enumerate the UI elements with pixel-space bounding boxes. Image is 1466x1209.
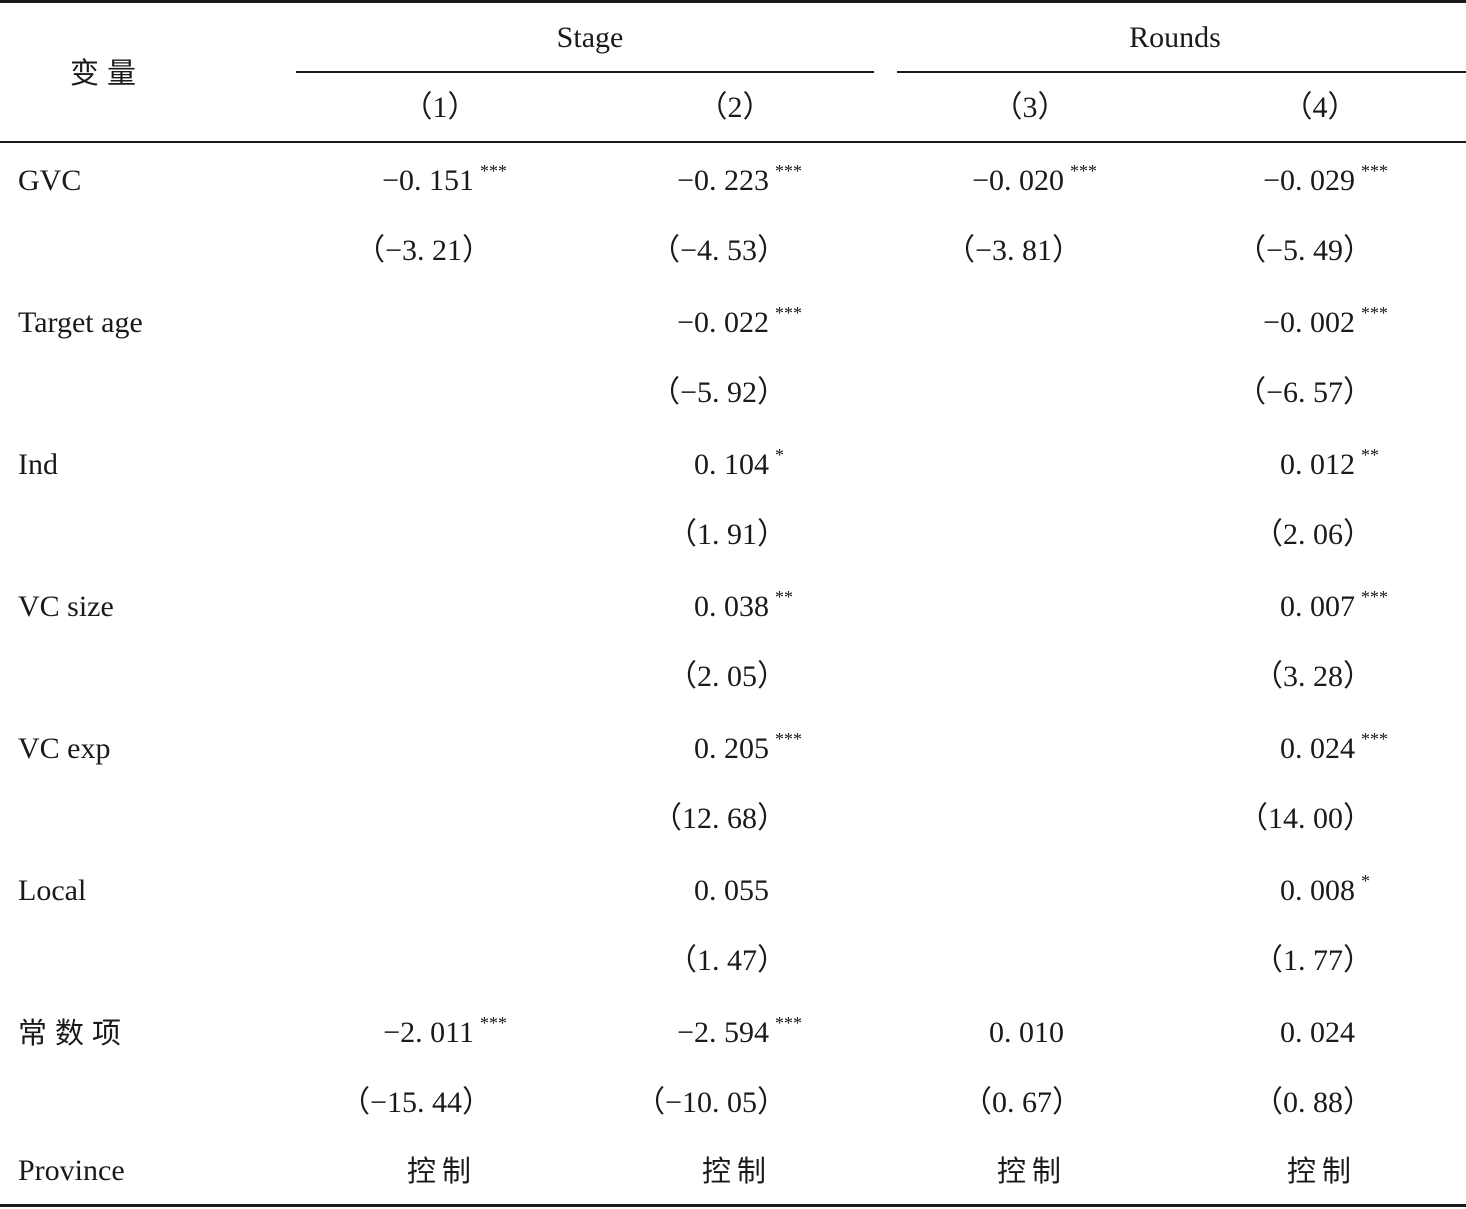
t-stat-cell: （3. 28） — [1253, 660, 1373, 693]
significance-stars: *** — [480, 161, 507, 181]
group-header-rounds: Rounds — [1129, 21, 1221, 54]
t-stat-cell: （−5. 49） — [1236, 234, 1373, 267]
row-label: 常数项 — [18, 1016, 130, 1050]
row-label: VC size — [18, 590, 114, 623]
column-header-3: （3） — [992, 91, 1068, 124]
coefficient-value: 0. 007 — [1280, 590, 1355, 623]
significance-stars: *** — [775, 161, 802, 181]
significance-stars: * — [775, 445, 784, 465]
coefficient-cell: −0. 223 *** — [677, 161, 802, 199]
stage-group-rule — [296, 71, 874, 73]
significance-stars: *** — [1070, 161, 1097, 181]
coefficient-cell: −0. 020 *** — [972, 161, 1097, 199]
t-stat-cell: （1. 47） — [667, 944, 787, 977]
row-label: GVC — [18, 164, 82, 197]
coefficient-value: 0. 010 — [989, 1016, 1064, 1049]
coefficient-cell: 0. 024 — [1280, 1015, 1355, 1051]
t-stat-cell: （−10. 05） — [635, 1086, 787, 1119]
coefficient-value: 0. 008 — [1280, 874, 1355, 907]
significance-stars: * — [1361, 871, 1370, 891]
top-rule — [0, 0, 1466, 3]
coefficient-value: 0. 104 — [694, 448, 769, 481]
coefficient-value: −0. 223 — [677, 164, 769, 197]
province-control-cell: 控制 — [1286, 1154, 1357, 1188]
coefficient-cell: −0. 022 *** — [677, 303, 802, 341]
t-stat-cell: （−3. 21） — [355, 234, 492, 267]
coefficient-value: 0. 205 — [694, 732, 769, 765]
province-control-cell: 控制 — [701, 1154, 772, 1188]
column-header-2: （2） — [697, 91, 773, 124]
coefficient-cell: 0. 010 — [989, 1015, 1064, 1051]
t-stat-cell: （2. 06） — [1253, 518, 1373, 551]
significance-stars: *** — [1361, 587, 1388, 607]
significance-stars: *** — [1361, 161, 1388, 181]
coefficient-cell: 0. 007 *** — [1280, 587, 1388, 625]
coefficient-cell: −2. 011 *** — [383, 1013, 507, 1051]
coefficient-cell: −0. 002 *** — [1263, 303, 1388, 341]
t-stat-cell: （−4. 53） — [650, 234, 787, 267]
coefficient-cell: −0. 151 *** — [382, 161, 507, 199]
coefficient-value: 0. 024 — [1280, 1016, 1355, 1049]
coefficient-value: 0. 038 — [694, 590, 769, 623]
column-header-4: （4） — [1282, 91, 1358, 124]
coefficient-value: 0. 055 — [694, 874, 769, 907]
coefficient-value: −2. 594 — [677, 1016, 769, 1049]
significance-stars: *** — [775, 729, 802, 749]
t-stat-cell: （−15. 44） — [340, 1086, 492, 1119]
significance-stars: *** — [480, 1013, 507, 1033]
t-stat-cell: （−5. 92） — [650, 376, 787, 409]
coefficient-value: 0. 024 — [1280, 732, 1355, 765]
row-label: Local — [18, 874, 87, 907]
t-stat-cell: （−6. 57） — [1236, 376, 1373, 409]
coefficient-cell: 0. 024 *** — [1280, 729, 1388, 767]
coefficient-value: −0. 022 — [677, 306, 769, 339]
significance-stars: ** — [1361, 445, 1379, 465]
rounds-group-rule — [897, 71, 1466, 73]
t-stat-cell: （0. 67） — [962, 1086, 1082, 1119]
row-label: VC exp — [18, 732, 111, 765]
coefficient-cell: 0. 055 — [694, 873, 769, 909]
province-control-cell: 控制 — [996, 1154, 1067, 1188]
coefficient-value: −0. 020 — [972, 164, 1064, 197]
t-stat-cell: （1. 91） — [667, 518, 787, 551]
t-stat-cell: （12. 68） — [652, 802, 787, 835]
significance-stars: *** — [775, 1013, 802, 1033]
coefficient-cell: 0. 012 ** — [1280, 445, 1379, 483]
significance-stars: ** — [775, 587, 793, 607]
coefficient-cell: 0. 008 * — [1280, 871, 1370, 909]
coefficient-cell: −2. 594 *** — [677, 1013, 802, 1051]
significance-stars: *** — [775, 303, 802, 323]
header-rule — [0, 141, 1466, 143]
province-control-cell: 控制 — [406, 1154, 477, 1188]
coefficient-value: −0. 151 — [382, 164, 474, 197]
row-label-province: Province — [18, 1154, 125, 1187]
group-header-stage: Stage — [556, 21, 624, 54]
coefficient-value: 0. 012 — [1280, 448, 1355, 481]
row-label: Ind — [18, 448, 58, 481]
coefficient-cell: 0. 205 *** — [694, 729, 802, 767]
t-stat-cell: （1. 77） — [1253, 944, 1373, 977]
significance-stars: *** — [1361, 729, 1388, 749]
significance-stars: *** — [1361, 303, 1388, 323]
bottom-rule — [0, 1204, 1466, 1207]
variable-header: 变量 — [70, 56, 145, 90]
t-stat-cell: （0. 88） — [1253, 1086, 1373, 1119]
coefficient-cell: 0. 104 * — [694, 445, 784, 483]
t-stat-cell: （2. 05） — [667, 660, 787, 693]
coefficient-cell: 0. 038 ** — [694, 587, 793, 625]
t-stat-cell: （14. 00） — [1238, 802, 1373, 835]
column-header-1: （1） — [402, 91, 478, 124]
row-label: Target age — [18, 306, 143, 339]
coefficient-value: −0. 029 — [1263, 164, 1355, 197]
t-stat-cell: （−3. 81） — [945, 234, 1082, 267]
coefficient-cell: −0. 029 *** — [1263, 161, 1388, 199]
coefficient-value: −0. 002 — [1263, 306, 1355, 339]
coefficient-value: −2. 011 — [383, 1016, 474, 1049]
